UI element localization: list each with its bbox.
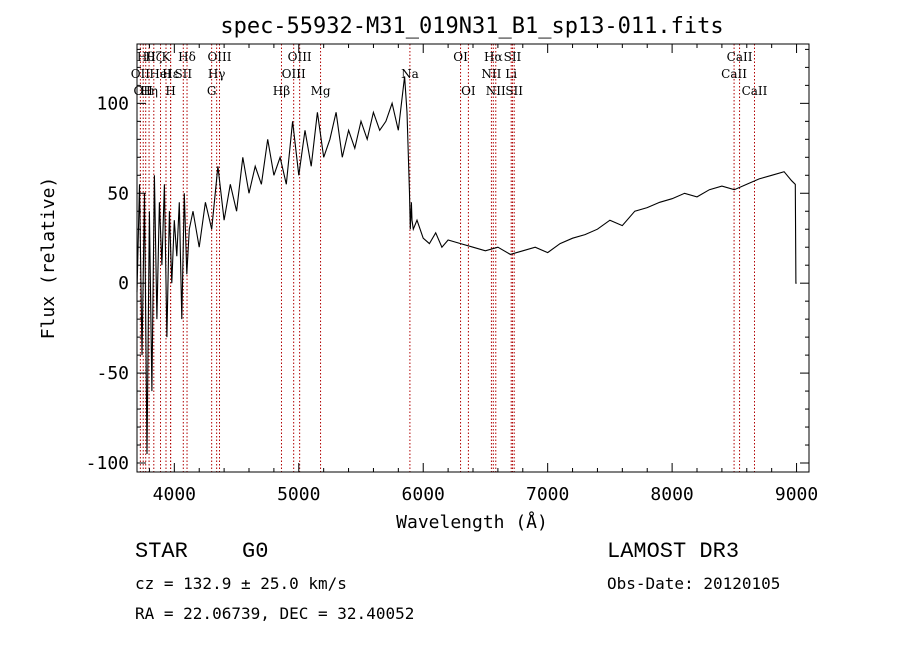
y-axis-label: Flux (relative) [38, 177, 59, 340]
line-marker-label-21: NII [481, 67, 501, 81]
line-marker-label-26: SII [505, 84, 523, 98]
y-axis: -100 -50 0 50 100 [86, 48, 809, 474]
line-marker-label-0: OII [131, 67, 151, 81]
object-class: STAR [135, 539, 188, 564]
coordinates: RA = 22.06739, DEC = 32.40052 [135, 604, 415, 623]
line-marker-label-5: HeI [149, 67, 172, 81]
plot-title: spec-55932-M31_019N31_B1_sp13-011.fits [220, 14, 723, 39]
y-tick-label-0: -100 [86, 453, 129, 474]
line-marker-label-2: Hθ [137, 50, 155, 64]
spectrum-line [136, 76, 797, 455]
line-marker-label-11: G [207, 84, 217, 98]
line-marker-label-27: CaII [721, 67, 747, 81]
line-marker-label-22: Hα [484, 50, 503, 64]
y-tick-label-3: 50 [107, 183, 129, 204]
line-marker-label-14: Hβ [273, 84, 290, 98]
x-tick-label-5: 9000 [775, 484, 818, 505]
line-marker-label-4: Hζ [145, 50, 162, 64]
plot-frame [136, 43, 810, 473]
line-marker-label-12: Hγ [208, 67, 226, 81]
line-marker-label-8: Hε [162, 67, 179, 81]
line-marker-label-25: SII [504, 50, 522, 64]
observation-date: Obs-Date: 20120105 [607, 574, 781, 593]
line-marker-label-19: OI [453, 50, 468, 64]
y-tick-label-1: -50 [96, 363, 129, 384]
line-marker-label-16: OIII [288, 50, 312, 64]
x-tick-label-1: 5000 [277, 484, 320, 505]
y-tick-label-4: 100 [96, 93, 129, 114]
line-marker-label-13: OIII [207, 50, 231, 64]
redshift-value: cz = 132.9 ± 25.0 km/s [135, 574, 347, 593]
line-markers [139, 44, 755, 472]
line-marker-label-3: Hη [140, 84, 158, 98]
line-marker-label-15: OIII [282, 67, 306, 81]
line-marker-label-29: CaII [742, 84, 768, 98]
line-marker-label-1: OII [134, 84, 154, 98]
line-marker-label-9: SII [174, 67, 192, 81]
x-tick-label-0: 4000 [153, 484, 196, 505]
line-marker-labels: OIIOIIHθHηHζHeIKHHεSIIHδGHγOIIIHβOIIIOII… [131, 50, 768, 98]
x-axis: 4000 5000 6000 7000 8000 9000 [148, 44, 818, 505]
line-marker-label-18: Na [401, 67, 419, 81]
line-marker-label-20: OI [461, 84, 476, 98]
line-marker-label-6: K [162, 50, 172, 64]
y-tick-label-2: 0 [118, 273, 129, 294]
line-marker-label-24: Li [505, 67, 517, 81]
line-marker-label-10: Hδ [178, 50, 196, 64]
x-tick-label-3: 7000 [526, 484, 569, 505]
x-tick-label-2: 6000 [402, 484, 445, 505]
line-marker-label-23: NII [486, 84, 506, 98]
spectrum-plot: spec-55932-M31_019N31_B1_sp13-011.fits O… [38, 14, 818, 533]
line-marker-label-7: H [165, 84, 175, 98]
x-tick-label-4: 8000 [650, 484, 693, 505]
line-marker-label-28: CaII [727, 50, 753, 64]
x-axis-label: Wavelength (Å) [396, 511, 548, 533]
object-subclass: G0 [242, 539, 269, 564]
survey-name: LAMOST DR3 [607, 539, 740, 564]
line-marker-label-17: Mg [311, 84, 331, 98]
